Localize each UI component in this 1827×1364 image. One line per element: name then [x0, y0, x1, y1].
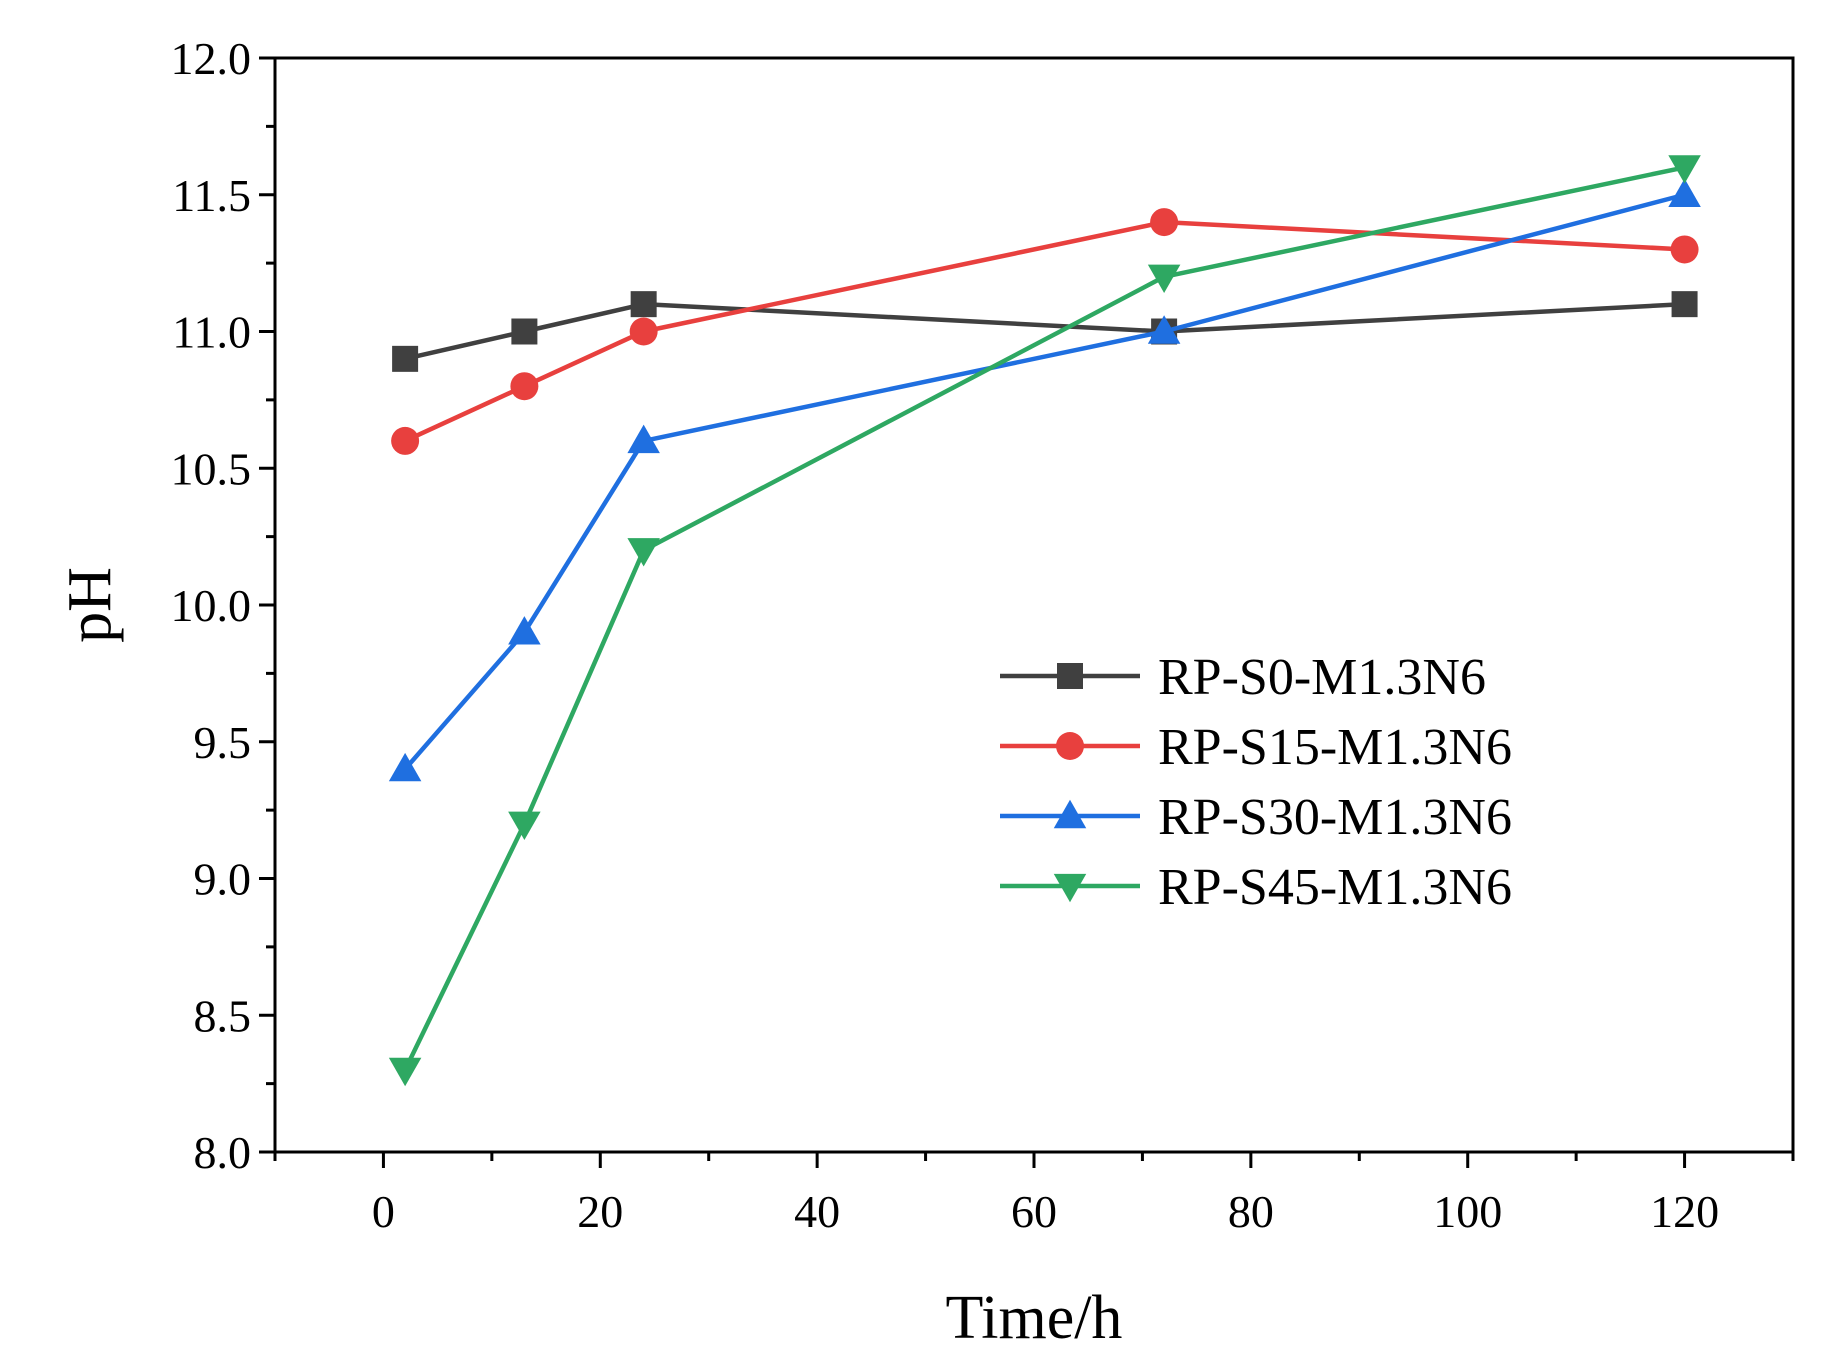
data-point	[392, 345, 419, 372]
x-tick-label: 0	[372, 1186, 395, 1237]
y-tick-label: 11.5	[172, 170, 251, 221]
data-point	[511, 318, 538, 345]
series-line	[403, 192, 1686, 771]
legend-item: RP-S30-M1.3N6	[1000, 789, 1512, 846]
data-point	[388, 752, 422, 782]
data-point	[388, 1057, 422, 1087]
legend-item: RP-S0-M1.3N6	[1000, 649, 1486, 706]
x-axis: 0 20 40 60 80 100 120	[273, 1152, 1795, 1237]
data-point	[1670, 235, 1699, 264]
data-point	[1671, 291, 1698, 318]
y-axis-title: pH	[56, 567, 124, 643]
y-tick-label: 12.0	[171, 33, 252, 84]
data-point	[1150, 208, 1179, 237]
data-point	[508, 811, 541, 841]
series-2	[391, 208, 1699, 455]
data-point	[1147, 264, 1181, 294]
y-tick-label: 10.5	[171, 443, 252, 494]
y-tick-label: 9.5	[194, 717, 252, 768]
x-tick-label: 100	[1433, 1186, 1502, 1237]
x-tick-label: 80	[1228, 1186, 1274, 1237]
plot-frame	[273, 56, 1795, 1154]
x-tick-label: 120	[1650, 1186, 1719, 1237]
data-point	[629, 317, 658, 346]
legend: RP-S0-M1.3N6 RP-S15-M1.3N6 RP-S30-M1.3N6 RP…	[1000, 649, 1512, 916]
y-tick-label: 9.0	[194, 854, 252, 905]
data-point	[627, 424, 660, 454]
legend-label: RP-S15-M1.3N6	[1158, 719, 1512, 776]
y-axis: 8.0 8.5 9.0 9.5 10.0 10.5 11.0 11.5 12.0	[171, 33, 275, 1178]
data-point	[1668, 155, 1701, 184]
legend-label: RP-S45-M1.3N6	[1158, 859, 1512, 916]
legend-marker	[1053, 799, 1087, 829]
legend-item: RP-S45-M1.3N6	[1000, 859, 1512, 916]
series-line	[404, 219, 1685, 443]
data-point	[627, 538, 660, 567]
y-tick-label: 11.0	[172, 307, 251, 358]
series-line	[403, 165, 1686, 1071]
y-tick-label: 10.0	[171, 580, 252, 631]
legend-label: RP-S30-M1.3N6	[1158, 789, 1512, 846]
x-tick-label: 20	[577, 1186, 623, 1237]
data-point	[630, 291, 657, 318]
legend-marker	[1053, 873, 1087, 903]
legend-label: RP-S0-M1.3N6	[1158, 649, 1486, 706]
x-tick-label: 40	[794, 1186, 840, 1237]
x-axis-title: Time/h	[946, 1284, 1123, 1352]
data-point	[1668, 178, 1701, 207]
data-point	[508, 616, 541, 645]
y-tick-label: 8.5	[194, 990, 252, 1041]
series-3	[388, 178, 1701, 782]
data-point	[391, 426, 420, 455]
data-point	[510, 372, 539, 401]
series-4	[388, 155, 1701, 1087]
legend-marker	[1057, 663, 1083, 689]
legend-item: RP-S15-M1.3N6	[1000, 719, 1512, 776]
data-point	[1147, 315, 1181, 344]
x-tick-label: 60	[1011, 1186, 1057, 1237]
series-1	[392, 291, 1698, 372]
y-tick-label: 8.0	[194, 1127, 252, 1178]
series-layer	[388, 155, 1701, 1087]
legend-marker	[1056, 732, 1084, 760]
